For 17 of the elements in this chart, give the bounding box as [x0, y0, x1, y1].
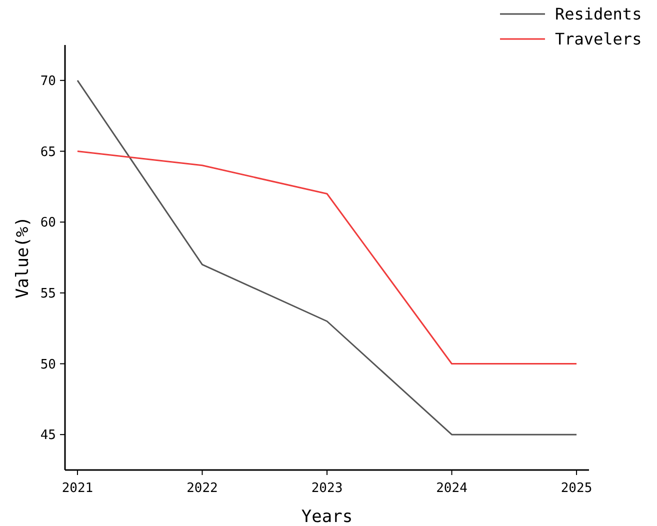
- x-tick-label: 2021: [62, 481, 94, 496]
- y-tick-label: 70: [40, 74, 56, 89]
- y-tick-label: 55: [40, 286, 56, 302]
- y-tick-label: 45: [40, 428, 56, 444]
- x-tick-label: 2024: [436, 481, 468, 496]
- y-tick-label: 50: [40, 357, 56, 372]
- x-axis-title: Years: [301, 507, 353, 526]
- legend-label: Travelers: [555, 30, 642, 49]
- y-tick-label: 60: [40, 216, 56, 231]
- line-series: [76, 80, 578, 436]
- x-tick-label: 2023: [311, 481, 343, 496]
- x-tick-label: 2025: [560, 481, 592, 496]
- y-axis-title: Value(%): [13, 216, 33, 298]
- y-tick-label: 65: [40, 144, 56, 160]
- legend-label: Residents: [555, 4, 642, 24]
- line-series: [76, 150, 578, 364]
- x-tick-label: 2022: [186, 481, 218, 496]
